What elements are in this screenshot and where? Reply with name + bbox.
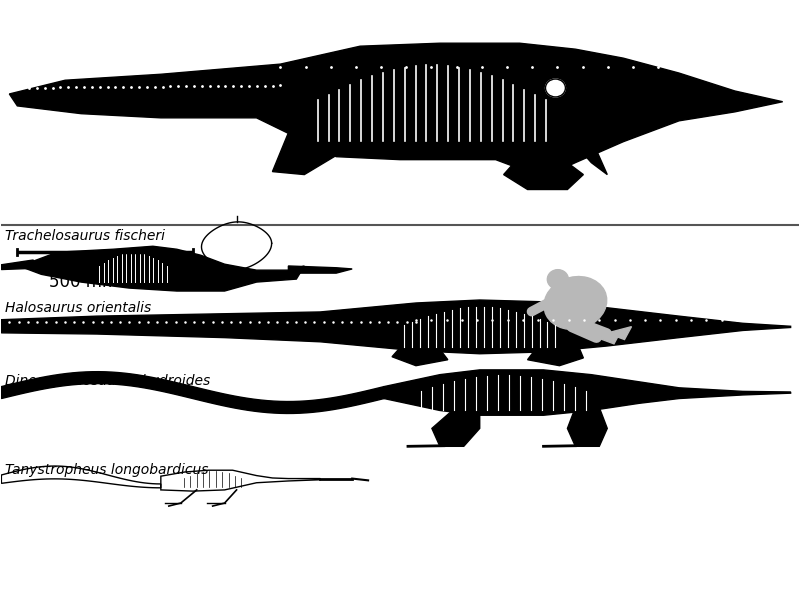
Ellipse shape	[544, 277, 606, 329]
Polygon shape	[10, 43, 782, 178]
Ellipse shape	[546, 79, 566, 97]
Polygon shape	[567, 407, 607, 446]
Polygon shape	[575, 139, 607, 175]
Text: 500 mm: 500 mm	[50, 273, 118, 291]
Polygon shape	[2, 371, 384, 413]
Ellipse shape	[582, 284, 598, 311]
Polygon shape	[432, 407, 480, 446]
Text: Trachelosaurus fischeri: Trachelosaurus fischeri	[6, 229, 166, 243]
Polygon shape	[384, 370, 790, 415]
Polygon shape	[26, 246, 304, 291]
Polygon shape	[288, 266, 352, 273]
Ellipse shape	[547, 269, 568, 289]
Polygon shape	[597, 331, 621, 344]
Polygon shape	[273, 115, 344, 175]
Polygon shape	[392, 339, 448, 365]
Text: Dinocephalosaurus hydroides: Dinocephalosaurus hydroides	[6, 374, 210, 388]
Polygon shape	[2, 260, 34, 269]
Text: Halosaurus orientalis: Halosaurus orientalis	[6, 301, 152, 315]
Polygon shape	[504, 157, 583, 190]
Polygon shape	[2, 300, 790, 354]
Text: Tanystropheus longobardicus: Tanystropheus longobardicus	[6, 463, 209, 477]
Polygon shape	[607, 326, 631, 340]
Polygon shape	[527, 339, 583, 365]
